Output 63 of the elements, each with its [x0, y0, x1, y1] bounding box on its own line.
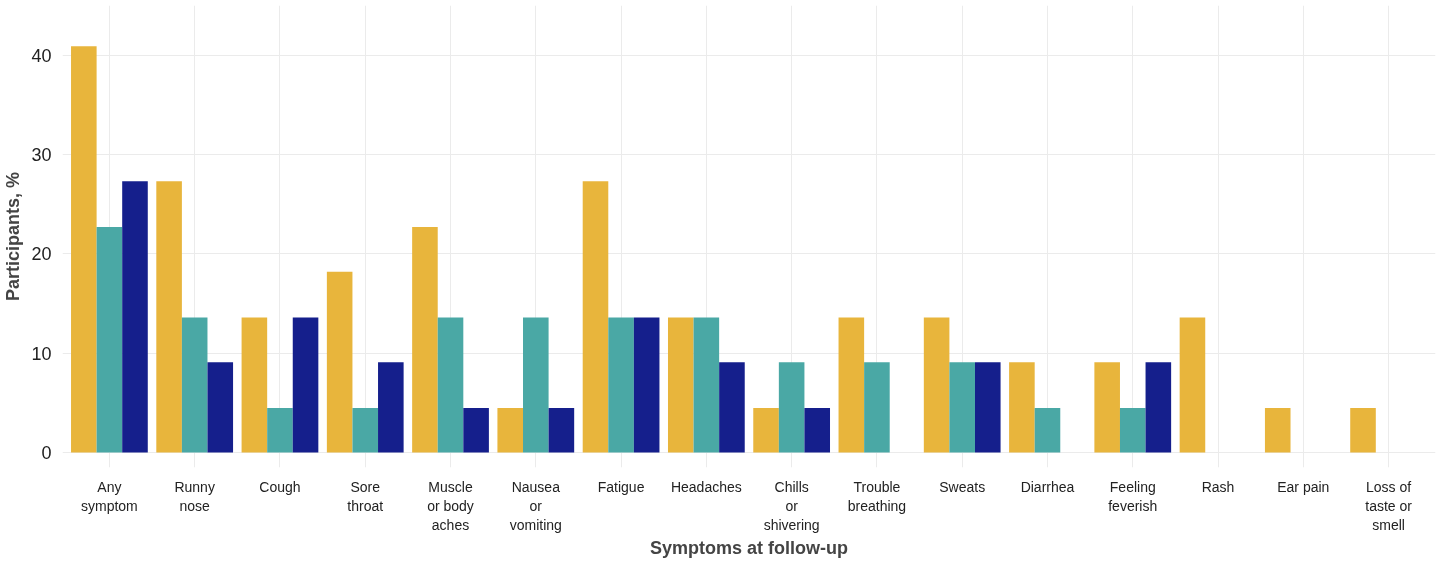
x-tick-label: Loss of taste or smell — [1365, 478, 1413, 533]
y-tick-label: 0 — [41, 443, 52, 464]
bar — [1094, 362, 1120, 453]
bar — [1034, 407, 1061, 453]
y-tick-label: 10 — [31, 343, 52, 364]
bar — [1179, 317, 1206, 453]
bar — [633, 317, 660, 453]
y-tick-label: 20 — [31, 244, 52, 265]
bar — [923, 317, 950, 453]
bar — [437, 317, 464, 453]
bar — [778, 362, 805, 453]
bar — [71, 46, 97, 453]
bar — [1264, 407, 1291, 453]
bar — [1119, 407, 1146, 453]
bar — [1009, 362, 1035, 453]
bar — [864, 362, 890, 453]
y-tick-label: 40 — [31, 45, 52, 66]
bar — [949, 362, 975, 453]
x-tick-label: Runny nose — [174, 478, 215, 514]
bar — [181, 317, 208, 453]
bar — [241, 317, 268, 453]
bar — [719, 362, 745, 453]
x-tick-label: Trouble breathing — [847, 478, 907, 514]
bar — [974, 362, 1001, 453]
x-tick-label: Diarrhea — [1020, 478, 1075, 495]
bar — [96, 227, 123, 453]
x-tick-label: Cough — [259, 478, 301, 495]
x-axis-title: Symptoms at follow-up — [650, 537, 848, 558]
y-axis-title: Participants, % — [3, 171, 24, 302]
x-tick-label: Feeling feverish — [1108, 478, 1158, 514]
x-tick-label: Any symptom — [81, 478, 138, 514]
bar — [523, 317, 549, 453]
bar — [463, 407, 489, 453]
bar — [753, 407, 779, 453]
bar — [156, 181, 182, 453]
bar — [548, 407, 575, 453]
x-tick-label: Headaches — [670, 478, 742, 495]
bar — [378, 362, 404, 453]
bar — [267, 407, 293, 453]
bar — [207, 362, 234, 453]
x-tick-label: Rash — [1201, 478, 1235, 495]
x-tick-label: Sore throat — [347, 478, 384, 514]
bar — [352, 407, 379, 453]
bar — [497, 407, 524, 453]
x-tick-label: Sweats — [939, 478, 986, 495]
bar — [582, 181, 609, 453]
bar — [667, 317, 694, 453]
bar — [122, 181, 148, 453]
bar — [693, 317, 720, 453]
x-tick-label: Ear pain — [1277, 478, 1330, 495]
x-tick-label: Fatigue — [597, 478, 645, 495]
bar — [1350, 407, 1376, 453]
y-tick-label: 30 — [31, 145, 52, 166]
bar — [608, 317, 634, 453]
bar — [292, 317, 319, 453]
bar — [838, 317, 865, 453]
x-tick-label: Muscle or body aches — [427, 478, 474, 533]
bar — [326, 271, 353, 453]
bar — [804, 407, 831, 453]
x-tick-label: Chills or shivering — [763, 478, 820, 533]
bar — [1145, 362, 1172, 453]
x-tick-label: Nausea or vomiting — [509, 478, 562, 533]
bar — [412, 227, 438, 453]
